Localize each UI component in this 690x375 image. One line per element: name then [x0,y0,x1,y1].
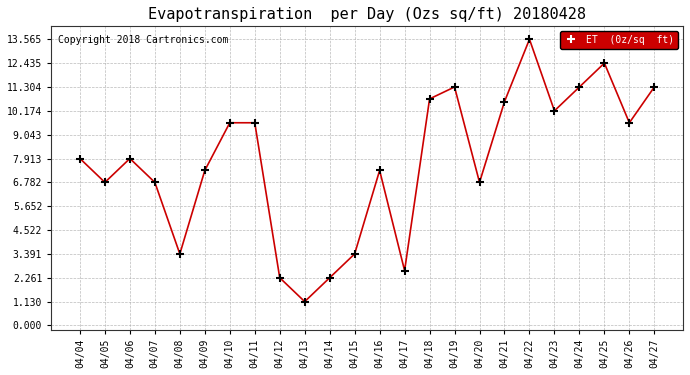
Legend: ET  (0z/sq  ft): ET (0z/sq ft) [560,31,678,48]
Text: Copyright 2018 Cartronics.com: Copyright 2018 Cartronics.com [57,35,228,45]
Title: Evapotranspiration  per Day (Ozs sq/ft) 20180428: Evapotranspiration per Day (Ozs sq/ft) 2… [148,7,586,22]
